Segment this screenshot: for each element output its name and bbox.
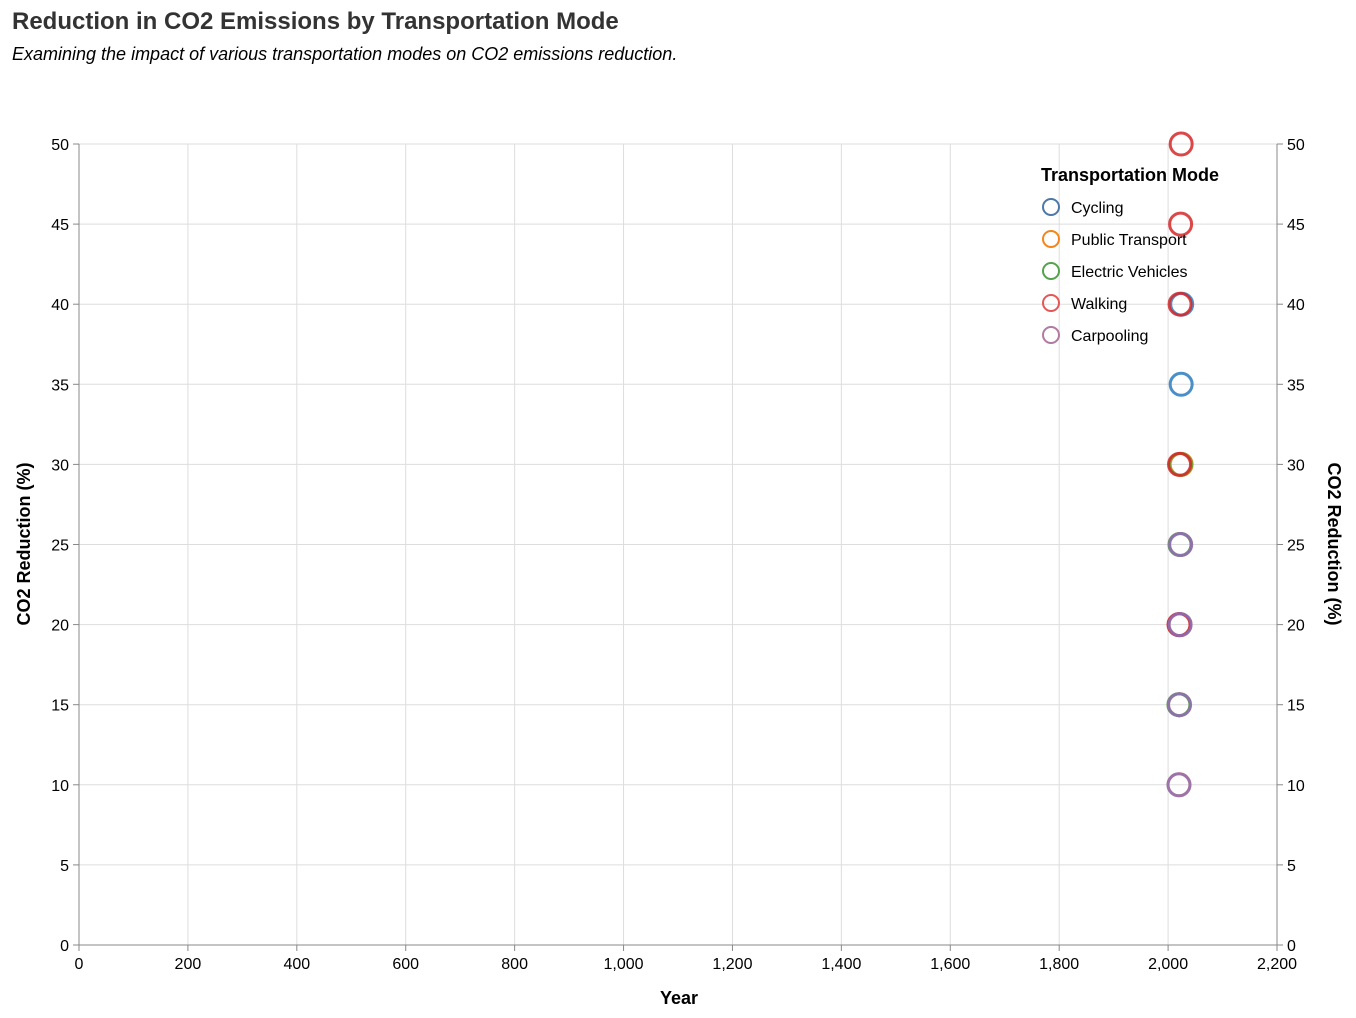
data-point-carpooling[interactable] bbox=[1168, 532, 1194, 557]
legend-item-walking[interactable]: Walking bbox=[1042, 294, 1127, 313]
chart-title: Reduction in CO2 Emissions by Transporta… bbox=[12, 8, 619, 35]
legend-label: Carpooling bbox=[1071, 328, 1148, 345]
y-tick-label-right: 10 bbox=[1287, 778, 1305, 795]
x-tick-label: 800 bbox=[501, 956, 528, 973]
y-tick-label-right: 25 bbox=[1287, 538, 1305, 555]
data-point-carpooling[interactable] bbox=[1167, 692, 1193, 718]
legend-label: Public Transport bbox=[1071, 232, 1187, 249]
x-tick-label: 2,200 bbox=[1257, 956, 1297, 973]
legend-symbol bbox=[1042, 230, 1060, 248]
x-tick-label: 1,000 bbox=[604, 956, 644, 973]
y-tick-label-right: 20 bbox=[1287, 618, 1305, 635]
chart-subtitle: Examining the impact of various transpor… bbox=[12, 44, 678, 64]
legend[interactable]: Transportation Mode Cycling Public Transpo… bbox=[1041, 165, 1219, 345]
data-point-carpooling[interactable] bbox=[1166, 772, 1192, 798]
x-tick-label: 400 bbox=[283, 956, 310, 973]
legend-item-cycling[interactable]: Cycling bbox=[1042, 198, 1123, 217]
y-tick-label-left: 20 bbox=[51, 618, 69, 635]
legend-item-public-transport[interactable]: Public Transport bbox=[1042, 230, 1187, 249]
x-tick-label: 1,800 bbox=[1039, 956, 1079, 973]
x-tick-label: 600 bbox=[392, 956, 419, 973]
legend-label: Walking bbox=[1071, 296, 1127, 313]
y-tick-label-right: 35 bbox=[1287, 377, 1305, 394]
y-tick-label-left: 25 bbox=[51, 538, 69, 555]
y-axis-title-right: CO2 Reduction (%) bbox=[1324, 462, 1344, 625]
data-point-cycling[interactable] bbox=[1168, 371, 1194, 397]
y-tick-label-left: 50 bbox=[51, 137, 69, 154]
x-tick-label: 1,200 bbox=[712, 956, 752, 973]
y-tick-label-left: 35 bbox=[51, 377, 69, 394]
y-tick-label-right: 0 bbox=[1287, 938, 1296, 955]
legend-symbol bbox=[1042, 262, 1060, 280]
x-tick-label: 200 bbox=[175, 956, 202, 973]
y-tick-label-left: 45 bbox=[51, 217, 69, 234]
x-tick-label: 2,000 bbox=[1148, 956, 1188, 973]
legend-title: Transportation Mode bbox=[1041, 165, 1219, 185]
y-tick-label-right: 50 bbox=[1287, 137, 1305, 154]
legend-label: Cycling bbox=[1071, 200, 1123, 217]
data-points bbox=[1166, 131, 1195, 798]
x-tick-label: 1,400 bbox=[821, 956, 861, 973]
data-point-walking[interactable] bbox=[1167, 451, 1193, 477]
x-tick-label: 0 bbox=[75, 956, 84, 973]
y-tick-label-left: 0 bbox=[60, 938, 69, 955]
axes: 0 200 400 600 800 1,000 1,200 1,400 1,600 1,800 2,… bbox=[51, 137, 1305, 973]
x-tick-label: 1,600 bbox=[930, 956, 970, 973]
x-axis-title: Year bbox=[660, 988, 698, 1008]
y-tick-label-right: 40 bbox=[1287, 297, 1305, 314]
y-tick-label-left: 15 bbox=[51, 698, 69, 715]
data-point-walking[interactable] bbox=[1168, 131, 1194, 157]
y-axis-title-left: CO2 Reduction (%) bbox=[14, 462, 34, 625]
y-tick-label-right: 5 bbox=[1287, 858, 1296, 875]
y-tick-label-left: 30 bbox=[51, 457, 69, 474]
legend-label: Electric Vehicles bbox=[1071, 264, 1188, 281]
y-tick-label-left: 40 bbox=[51, 297, 69, 314]
y-tick-label-left: 5 bbox=[60, 858, 69, 875]
y-tick-label-left: 10 bbox=[51, 778, 69, 795]
legend-item-carpooling[interactable]: Carpooling bbox=[1042, 326, 1148, 345]
legend-symbol bbox=[1042, 198, 1060, 216]
legend-symbol bbox=[1042, 294, 1060, 312]
y-tick-label-right: 15 bbox=[1287, 698, 1305, 715]
data-point-walking[interactable] bbox=[1168, 211, 1194, 237]
data-point-walking[interactable] bbox=[1167, 291, 1193, 317]
y-tick-label-right: 30 bbox=[1287, 457, 1305, 474]
legend-symbol bbox=[1042, 326, 1060, 344]
y-tick-label-right: 45 bbox=[1287, 217, 1305, 234]
legend-item-electric-vehicles[interactable]: Electric Vehicles bbox=[1042, 262, 1188, 281]
data-point-carpooling[interactable] bbox=[1167, 612, 1193, 638]
